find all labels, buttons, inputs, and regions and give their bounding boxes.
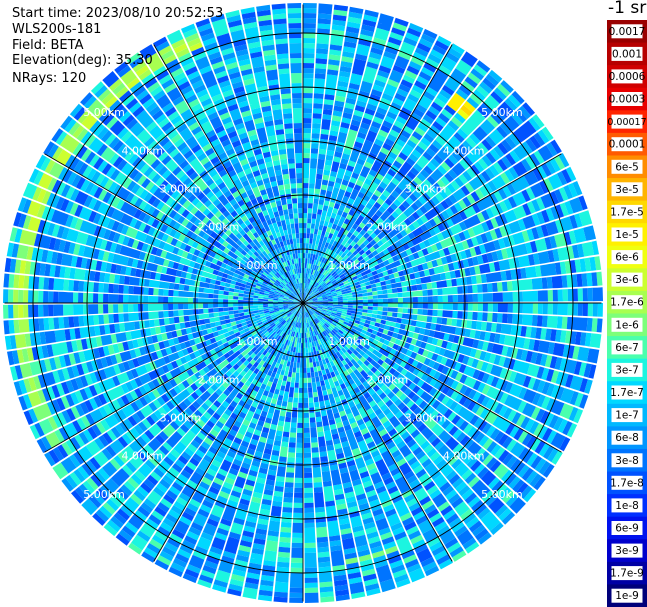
colorbar-label-box	[611, 92, 643, 106]
ring-label: 2.00km	[367, 221, 409, 234]
colorbar-label: 0.0017	[609, 26, 646, 38]
colorbar-label-box	[611, 588, 643, 603]
ring-label: 4.00km	[443, 450, 485, 463]
colorbar-label-box	[611, 295, 643, 310]
colorbar-label: 1e-5	[615, 229, 639, 241]
colorbar-label: 6e-9	[615, 523, 639, 535]
azimuth-line	[302, 302, 562, 453]
colorbar-label-box	[611, 385, 643, 400]
ring-label: 1.00km	[328, 259, 370, 272]
beta-cells-level-15	[10, 8, 602, 600]
colorbar-label: 3e-9	[615, 545, 639, 557]
ring-label: 1.00km	[236, 335, 278, 348]
beta-cells-level-9	[447, 92, 476, 113]
colorbar-label: 6e-6	[615, 252, 639, 264]
azimuth-line	[302, 302, 453, 562]
colorbar-label: 0.00017	[607, 117, 646, 128]
colorbar-label: 1.7e-5	[610, 206, 644, 218]
colorbar-label-box	[611, 475, 643, 490]
nrays-text: NRays: 120	[12, 71, 87, 86]
ring-label: 4.00km	[443, 144, 485, 157]
ring-label: 4.00km	[122, 450, 164, 463]
azimuth-line	[44, 153, 304, 304]
colorbar-label: 3e-8	[615, 455, 639, 467]
colorbar-label: 3e-5	[615, 184, 639, 196]
colorbar-label-box	[611, 159, 643, 174]
colorbar-label: 1.7e-7	[610, 387, 644, 399]
ring-label: 5.00km	[481, 488, 523, 501]
colorbar-label: 1.7e-6	[610, 297, 644, 309]
colorbar-label-box	[611, 272, 643, 287]
elevation-text: Elevation(deg): 35.30	[12, 53, 153, 68]
colorbar-label-box	[611, 566, 643, 581]
ring-label: 2.00km	[198, 373, 240, 386]
range-grid	[4, 4, 602, 602]
colorbar-label-box	[611, 362, 643, 377]
ring-label: 5.00km	[83, 488, 125, 501]
ring-label: 3.00km	[405, 412, 447, 425]
colorbar-label: 0.0003	[609, 94, 646, 106]
colorbar-label-box	[611, 46, 643, 61]
ring-label: 1.00km	[236, 259, 278, 272]
colorbar-label: 3e-6	[615, 274, 639, 286]
beta-cells-level-10	[457, 108, 470, 120]
colorbar-label-box	[611, 69, 643, 84]
ring-label: 5.00km	[481, 106, 523, 119]
range-ring-labels: 1.00km 1.00km 1.00km 1.00km 2.00km 2.00km 2.00…	[83, 106, 522, 501]
beta-cells-level-8	[460, 104, 473, 117]
colorbar: 0.0017 0.001 0.0006 0.0003 0.00017 0.0001 6e-5…	[607, 20, 647, 607]
colorbar-label: 3e-7	[615, 364, 639, 376]
colorbar-label: 0.001	[612, 48, 642, 60]
azimuth-line	[302, 153, 562, 304]
colorbar-label-box	[611, 453, 643, 468]
colorbar-label-box	[611, 137, 643, 152]
ring-label: 3.00km	[405, 182, 447, 195]
azimuth-line	[44, 302, 304, 453]
colorbar-label-box	[611, 24, 643, 39]
azimuth-line	[302, 44, 453, 304]
colorbar-label-box	[611, 498, 643, 513]
colorbar-label: 6e-8	[615, 432, 639, 444]
colorbar-label: 0.0006	[609, 71, 646, 83]
colorbar-label-box	[611, 204, 643, 219]
colorbar-label-box	[611, 317, 643, 332]
instrument-text: WLS200s-181	[12, 22, 102, 37]
colorbar-label: 1e-6	[615, 319, 639, 331]
ring-label: 3.00km	[160, 182, 202, 195]
ring-label: 3.00km	[160, 412, 202, 425]
colorbar-label-box	[611, 543, 643, 558]
beta-cells-level-14	[3, 9, 603, 603]
start-time-text: Start time: 2023/08/10 20:52:53	[12, 6, 224, 21]
colorbar-label: 1.7e-8	[610, 477, 644, 489]
colorbar-label-box	[611, 114, 643, 129]
colorbar-label-box	[611, 227, 643, 242]
ring-label: 2.00km	[367, 373, 409, 386]
field-text: Field: BETA	[12, 38, 84, 53]
colorbar-label: 1e-7	[615, 410, 639, 422]
ring-label: 1.00km	[328, 335, 370, 348]
azimuth-line	[153, 44, 304, 304]
colorbar-label: 1.7e-9	[610, 568, 644, 580]
colorbar-label: 1e-8	[615, 500, 639, 512]
colorbar-label: 6e-5	[615, 161, 639, 173]
colorbar-label: 1e-9	[615, 590, 639, 602]
colorbar-label-box	[611, 182, 643, 197]
colorbar-label-box	[611, 340, 643, 355]
ring-label: 5.00km	[83, 106, 125, 119]
colorbar-label-box	[611, 250, 643, 265]
colorbar-label: 6e-7	[615, 342, 639, 354]
colorbar-unit: -1 sr	[608, 0, 647, 18]
beta-cells-level-16	[4, 7, 604, 602]
colorbar-label-box	[611, 521, 643, 535]
ppi-plot: 1.00km 1.00km 1.00km 1.00km 2.00km 2.00km 2.00…	[3, 3, 604, 603]
colorbar-label: 0.0001	[609, 139, 646, 151]
ring-label: 4.00km	[122, 144, 164, 157]
colorbar-label-box	[611, 430, 643, 445]
colorbar-label-box	[611, 408, 643, 423]
ring-label: 2.00km	[198, 221, 240, 234]
azimuth-line	[153, 302, 304, 562]
